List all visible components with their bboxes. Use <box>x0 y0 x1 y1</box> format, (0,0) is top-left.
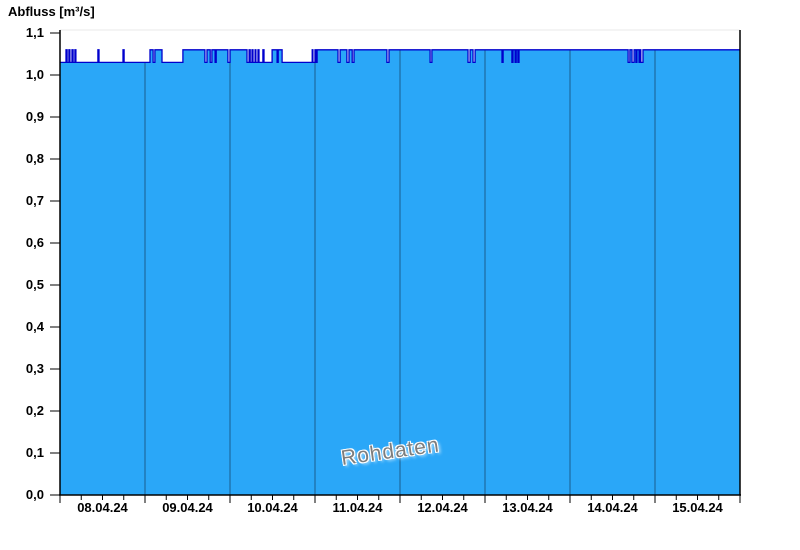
y-axis-tick-label: 1,1 <box>25 25 44 40</box>
y-axis-tick-label: 0,6 <box>25 235 44 250</box>
x-axis-date-label: 12.04.24 <box>417 500 468 515</box>
x-axis-date-label: 10.04.24 <box>247 500 298 515</box>
x-axis-date-label: 11.04.24 <box>332 500 383 515</box>
y-axis-tick-label: 0,5 <box>25 277 44 292</box>
x-axis-date-label: 09.04.24 <box>162 500 213 515</box>
y-axis-tick-label: 0,7 <box>25 193 44 208</box>
y-axis-tick-label: 0,3 <box>25 361 44 376</box>
y-axis-tick-label: 0,8 <box>25 151 44 166</box>
y-axis-tick-label: 0,9 <box>25 109 44 124</box>
x-axis-date-label: 08.04.24 <box>77 500 128 515</box>
x-axis-date-label: 14.04.24 <box>587 500 638 515</box>
y-axis-tick-label: 0,2 <box>25 403 44 418</box>
chart-title: Abfluss [m³/s] <box>8 4 95 19</box>
x-axis-date-label: 15.04.24 <box>672 500 723 515</box>
y-axis-tick-label: 0,0 <box>25 487 44 502</box>
y-axis-tick-label: 0,4 <box>25 319 44 334</box>
discharge-line <box>60 49 740 64</box>
x-axis-date-label: 13.04.24 <box>502 500 553 515</box>
y-axis-tick-label: 0,1 <box>25 445 44 460</box>
gridlines-group <box>144 49 656 495</box>
y-axis-tick-label: 1,0 <box>25 67 44 82</box>
